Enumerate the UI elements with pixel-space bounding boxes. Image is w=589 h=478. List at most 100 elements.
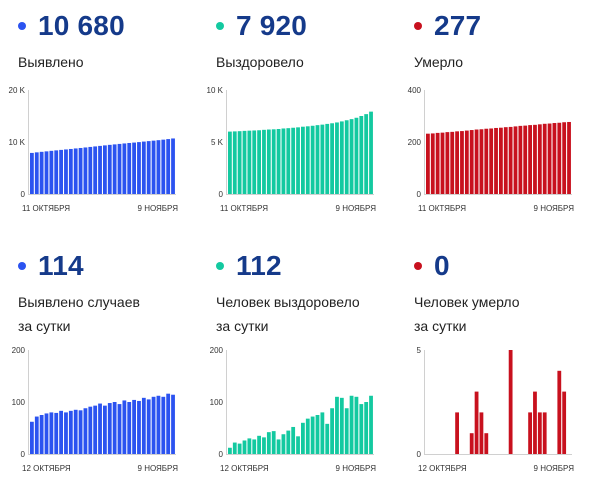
bar [247,130,252,194]
bar [73,148,78,194]
stat-label: Человек умерло за сутки [414,290,520,338]
bar [232,131,237,194]
bar [146,399,151,454]
bar [460,131,464,194]
bar [146,141,151,194]
bar [103,145,107,194]
x-tick-label-end: 9 НОЯБРЯ [138,204,179,213]
bar [83,147,88,194]
bar [494,127,498,194]
bar [93,146,98,194]
bar [237,131,242,194]
bar [266,129,271,194]
bar [291,127,296,194]
bar [445,132,450,194]
x-tick-label-start: 11 ОКТЯБРЯ [22,204,70,213]
bar [64,149,68,194]
bar [542,412,547,454]
bar [359,404,364,454]
bar [237,443,242,454]
bar [30,152,34,194]
bar [141,397,146,454]
bar [54,412,59,454]
bar [479,412,484,454]
bar [276,439,281,454]
status-dot-icon [216,262,224,270]
bar [301,126,305,194]
bar [557,122,562,194]
bar [533,124,537,194]
stat-label-line: за сутки [18,318,71,334]
stat-value: 112 [236,250,282,281]
bar [339,397,344,454]
status-dot-icon [18,262,26,270]
stat-label-line: Человек умерло [414,294,520,310]
stat-panel: 10 680 Выявлено 0 10 K 20 K 11 ОКТЯБРЯ 9 НОЯБР… [9,0,198,478]
bar [325,423,330,454]
bar [440,132,445,194]
bar [310,416,315,454]
x-tick-label-end: 9 НОЯБРЯ [336,204,377,213]
stat-panel: 114 Выявлено случаев за сутки 0 100 200 12 ОКТ… [12,0,198,478]
stat-label-line: за сутки [414,318,467,334]
y-tick-label: 0 [417,190,422,199]
bar [34,416,39,454]
bar [228,447,232,454]
bar [247,438,252,454]
bar [291,426,296,454]
stat-value: 7 920 [236,10,308,41]
x-tick-label-start: 11 ОКТЯБРЯ [418,204,466,213]
bar [166,393,171,454]
bar [281,434,286,454]
bar [435,132,440,194]
bar [305,126,310,194]
bar [537,124,542,194]
bar [335,396,339,454]
bar [44,151,49,194]
bar [281,128,286,194]
bar [49,150,54,194]
x-tick-label-end: 9 НОЯБРЯ [336,464,377,473]
bar [271,129,276,194]
stat-label: Выявлено случаев за сутки [18,290,140,338]
bar [474,391,479,454]
bar [103,405,107,454]
bar [257,130,261,194]
bar [88,406,93,454]
bar [455,412,459,454]
bar [310,125,315,194]
stat-label-line: Выявлено [18,54,84,70]
y-tick-label: 0 [21,450,26,459]
y-tick-label: 100 [12,398,26,407]
bar [315,415,320,454]
bar [252,130,257,194]
stat-value: 114 [38,250,84,281]
bar [242,440,247,454]
bar [39,415,44,454]
bar [59,410,63,454]
stat-value: 277 [434,10,482,41]
bar [64,412,68,454]
y-tick-label: 200 [408,138,422,147]
bar [320,124,325,194]
bar [296,127,300,194]
bar [296,436,300,454]
bar [59,149,63,194]
bar [523,125,528,194]
bar [567,121,571,194]
stat-label: Человек выздоровело за сутки [216,290,360,338]
bar [68,410,73,454]
bar-chart: 0 100 200 12 ОКТЯБРЯ 9 НОЯБРЯ [210,346,377,473]
bar [330,408,334,454]
bar [141,141,146,194]
y-tick-label: 0 [21,190,26,199]
bar [132,399,136,454]
bar [78,147,83,194]
bar [276,129,281,194]
status-dot-icon [216,22,224,30]
bar [349,395,354,454]
bar [474,129,479,194]
bar [68,148,73,194]
bar [127,402,132,454]
bar [301,422,305,454]
